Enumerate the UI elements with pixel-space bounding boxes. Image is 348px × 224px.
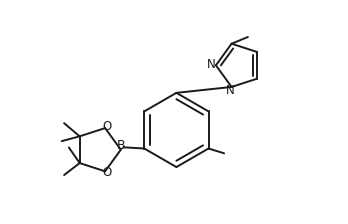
Text: N: N xyxy=(226,84,235,97)
Text: O: O xyxy=(103,120,112,133)
Text: B: B xyxy=(117,139,126,152)
Text: O: O xyxy=(103,166,112,179)
Text: N: N xyxy=(207,58,215,71)
